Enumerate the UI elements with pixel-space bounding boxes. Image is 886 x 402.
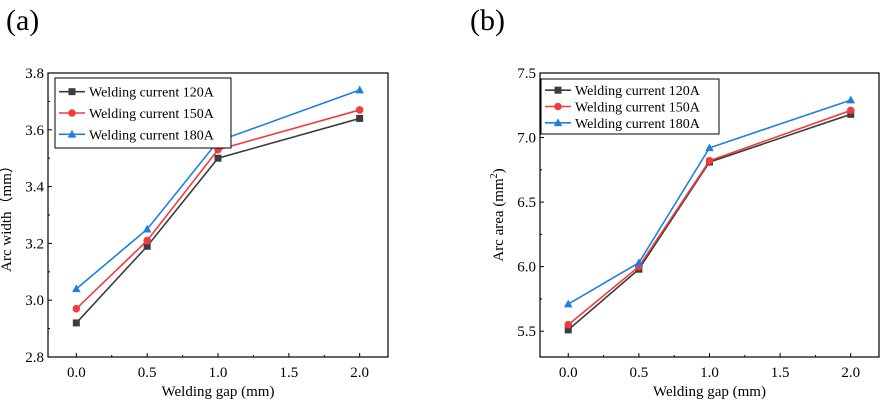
y-axis-label-tail: ) xyxy=(491,168,507,173)
data-point xyxy=(846,95,856,104)
y-axis-label: Arc width（mm） xyxy=(0,158,15,272)
legend-marker xyxy=(68,88,76,96)
data-point xyxy=(563,299,573,308)
data-point xyxy=(705,143,714,152)
y-tick-label: 3.4 xyxy=(25,180,44,196)
data-point xyxy=(72,284,81,293)
x-tick-label: 1.5 xyxy=(771,365,790,381)
x-tick-label: 0.5 xyxy=(138,365,157,381)
x-axis-label: Welding gap (mm) xyxy=(162,384,275,400)
legend-marker xyxy=(554,86,562,94)
data-point xyxy=(143,236,151,245)
series-line xyxy=(567,99,852,305)
series-line xyxy=(567,109,852,326)
chart-a: (a) 0.0 0.5 1.0 1.5 2.0 2.8 3.0 3.2 3.4 3.6 3.8 Weld… xyxy=(0,4,389,400)
y-tick-label: 3.2 xyxy=(25,236,44,252)
legend-marker xyxy=(554,102,562,111)
x-tick-label: 0.5 xyxy=(630,365,649,381)
x-tick-label: 1.0 xyxy=(209,365,228,381)
y-tick-label: 3.8 xyxy=(25,66,44,82)
chart-b: (b)0.0 0.5 1.0 1.5 2.05.56.06.57.07.5Welding… xyxy=(470,4,880,400)
data-point xyxy=(355,85,364,94)
legend-label: Welding current 150A xyxy=(575,101,701,116)
y-tick-label: 7.0 xyxy=(517,131,536,147)
x-axis-label: Welding gap (mm) xyxy=(653,384,766,400)
data-point xyxy=(846,106,855,115)
series-line xyxy=(75,117,360,324)
data-point xyxy=(72,319,80,327)
y-tick-label: 7.5 xyxy=(517,66,536,82)
legend-marker xyxy=(68,109,76,117)
y-axis-label: Arc area (mm2) xyxy=(489,168,507,261)
legend-label: Welding current 180A xyxy=(575,117,701,132)
legend: Welding current 120A Welding current 150A… xyxy=(54,77,232,149)
legend-label: Welding current 150A xyxy=(89,107,215,122)
legend: Welding current 120A Welding current 150A… xyxy=(540,78,720,135)
data-point xyxy=(214,154,222,162)
series-line xyxy=(75,89,360,290)
data-point xyxy=(705,156,714,165)
x-tick-label: 2.0 xyxy=(350,365,369,381)
data-point xyxy=(356,114,364,122)
data-point xyxy=(847,110,855,118)
data-point xyxy=(355,106,364,114)
x-tick-label: 0.0 xyxy=(67,365,86,381)
data-point xyxy=(72,304,81,313)
y-tick-label: 3.6 xyxy=(25,123,44,139)
data-point xyxy=(564,320,573,329)
y-tick-label: 2.8 xyxy=(25,350,44,366)
y-tick-label: 6.0 xyxy=(517,260,536,276)
y-axis-label-sup: 2 xyxy=(489,173,500,178)
y-axis-label-main: Arc area (mm xyxy=(491,178,507,262)
x-tick-label: 1.5 xyxy=(279,365,298,381)
y-tick-label: 6.5 xyxy=(517,195,536,211)
x-tick-label: 2.0 xyxy=(841,365,860,381)
data-point xyxy=(143,242,151,250)
legend-label: Welding current 120A xyxy=(575,84,701,99)
series-line xyxy=(75,109,360,310)
y-tick-label: 5.5 xyxy=(517,324,536,340)
legend-marker xyxy=(553,118,563,127)
panel-label: (b) xyxy=(470,4,505,37)
panel-label: (a) xyxy=(6,4,39,37)
data-point xyxy=(142,224,152,233)
data-point xyxy=(634,258,644,267)
x-tick-label: 1.0 xyxy=(700,365,719,381)
y-tick-label: 3.0 xyxy=(25,293,44,309)
legend-marker xyxy=(67,129,77,138)
legend-label: Welding current 180A xyxy=(89,128,215,143)
data-point xyxy=(564,326,572,334)
legend-label: Welding current 120A xyxy=(89,86,215,101)
y-axis-label-main: Arc width（mm） xyxy=(0,158,15,272)
series-line xyxy=(567,113,852,331)
x-tick-label: 0.0 xyxy=(559,365,578,381)
